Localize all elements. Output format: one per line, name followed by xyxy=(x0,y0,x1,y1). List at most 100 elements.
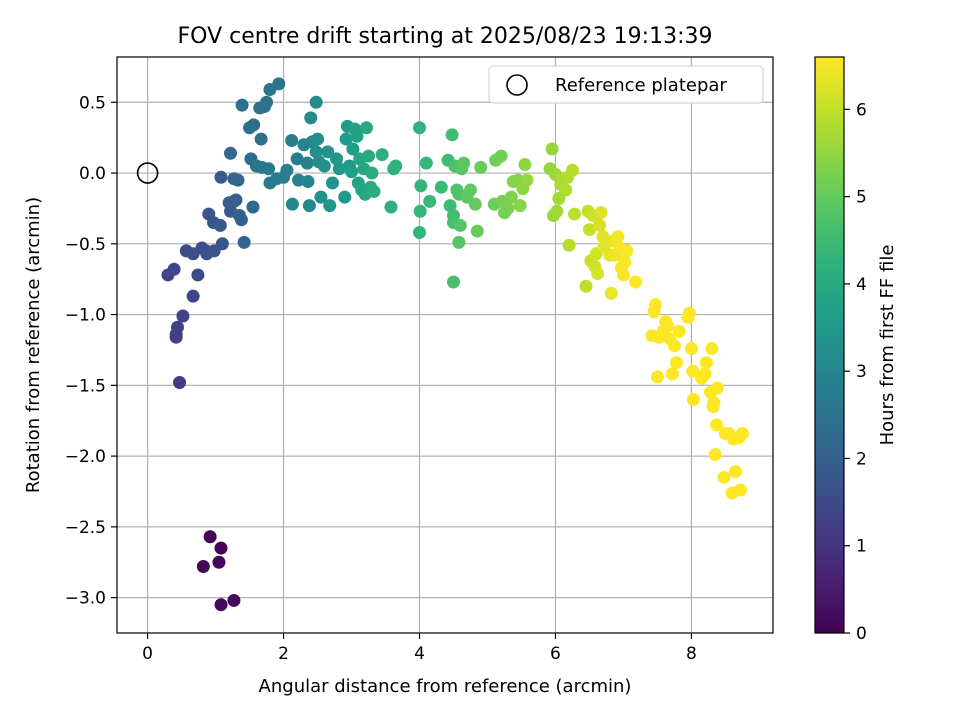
data-point xyxy=(672,325,686,339)
y-tick-label: 0.5 xyxy=(79,93,106,113)
data-point xyxy=(280,163,294,177)
data-point xyxy=(419,156,433,170)
data-point xyxy=(452,235,466,249)
data-point xyxy=(565,163,579,177)
colorbar-tick-label: 3 xyxy=(856,362,867,382)
y-axis-label: Rotation from reference (arcmin) xyxy=(23,197,44,493)
data-point xyxy=(330,152,344,166)
data-point xyxy=(413,225,427,239)
data-point xyxy=(304,111,318,125)
data-point xyxy=(254,132,268,146)
data-point xyxy=(562,238,576,252)
data-point xyxy=(350,129,364,143)
data-point xyxy=(231,173,245,187)
data-point xyxy=(593,218,607,232)
data-point xyxy=(445,128,459,142)
data-point xyxy=(504,190,518,204)
data-point xyxy=(686,364,700,378)
x-tick-label: 0 xyxy=(142,644,153,664)
data-point xyxy=(323,199,337,213)
data-point xyxy=(167,262,181,276)
x-tick-label: 2 xyxy=(278,644,289,664)
data-point xyxy=(300,156,314,170)
data-point xyxy=(176,309,190,323)
y-tick-label: 0.0 xyxy=(79,164,106,184)
data-point xyxy=(214,170,228,184)
data-point xyxy=(375,148,389,162)
data-point xyxy=(362,149,376,163)
data-point xyxy=(301,175,315,189)
data-point xyxy=(661,319,675,333)
data-point xyxy=(648,298,662,312)
data-point xyxy=(733,483,747,497)
y-tick-label: −2.0 xyxy=(65,447,106,467)
data-point xyxy=(260,95,274,109)
data-point xyxy=(474,160,488,174)
data-point xyxy=(262,162,276,176)
data-point xyxy=(735,426,749,440)
data-point xyxy=(173,376,187,390)
data-point xyxy=(520,173,534,187)
data-point xyxy=(604,286,618,300)
data-point xyxy=(618,255,632,269)
y-tick-label: −2.5 xyxy=(65,518,106,538)
legend-box xyxy=(488,65,764,104)
data-point xyxy=(550,204,564,218)
data-point xyxy=(729,465,743,479)
data-point xyxy=(285,133,299,147)
plot-frame xyxy=(116,56,774,634)
data-point xyxy=(359,121,373,135)
y-tick-label: −1.5 xyxy=(65,376,106,396)
data-point xyxy=(413,204,427,218)
reference-platepar-marker xyxy=(136,162,159,184)
x-tick-label: 6 xyxy=(550,644,561,664)
colorbar-tick-label: 1 xyxy=(856,537,867,557)
data-point xyxy=(191,268,205,282)
data-point xyxy=(710,418,724,432)
data-point xyxy=(717,470,731,484)
data-point xyxy=(317,159,331,173)
x-tick-label: 8 xyxy=(686,644,697,664)
data-point xyxy=(332,162,346,176)
data-point xyxy=(423,194,437,208)
data-point xyxy=(545,142,559,156)
data-point xyxy=(212,555,226,569)
colorbar-tick-label: 2 xyxy=(856,449,867,469)
data-point xyxy=(237,235,251,249)
data-point xyxy=(513,199,527,213)
data-point xyxy=(229,193,243,207)
x-axis-label: Angular distance from reference (arcmin) xyxy=(259,676,632,697)
colorbar-tick-label: 6 xyxy=(856,100,867,120)
data-point xyxy=(171,320,185,334)
data-point xyxy=(596,230,610,244)
data-point xyxy=(321,145,335,159)
data-point xyxy=(215,237,229,251)
data-point xyxy=(699,356,713,370)
data-point xyxy=(620,244,634,258)
data-point xyxy=(302,199,316,213)
data-point xyxy=(247,118,261,132)
data-point xyxy=(309,95,323,109)
data-point xyxy=(705,342,719,356)
data-point xyxy=(591,267,605,281)
data-point xyxy=(186,289,200,303)
legend-reference-icon xyxy=(506,74,528,96)
data-point xyxy=(413,121,427,135)
data-point xyxy=(285,197,299,211)
colorbar-label: Hours from first FF file xyxy=(877,245,898,446)
data-point xyxy=(582,223,596,237)
data-point xyxy=(290,152,304,166)
data-point xyxy=(325,176,339,190)
data-point xyxy=(457,156,471,170)
data-point xyxy=(434,180,448,194)
data-point xyxy=(501,201,515,215)
data-point xyxy=(203,530,217,544)
data-point xyxy=(272,77,286,91)
data-point xyxy=(686,392,700,406)
colorbar xyxy=(814,56,845,634)
data-point xyxy=(650,370,664,384)
data-point xyxy=(365,166,379,180)
data-point xyxy=(338,190,352,204)
data-point xyxy=(463,183,477,197)
